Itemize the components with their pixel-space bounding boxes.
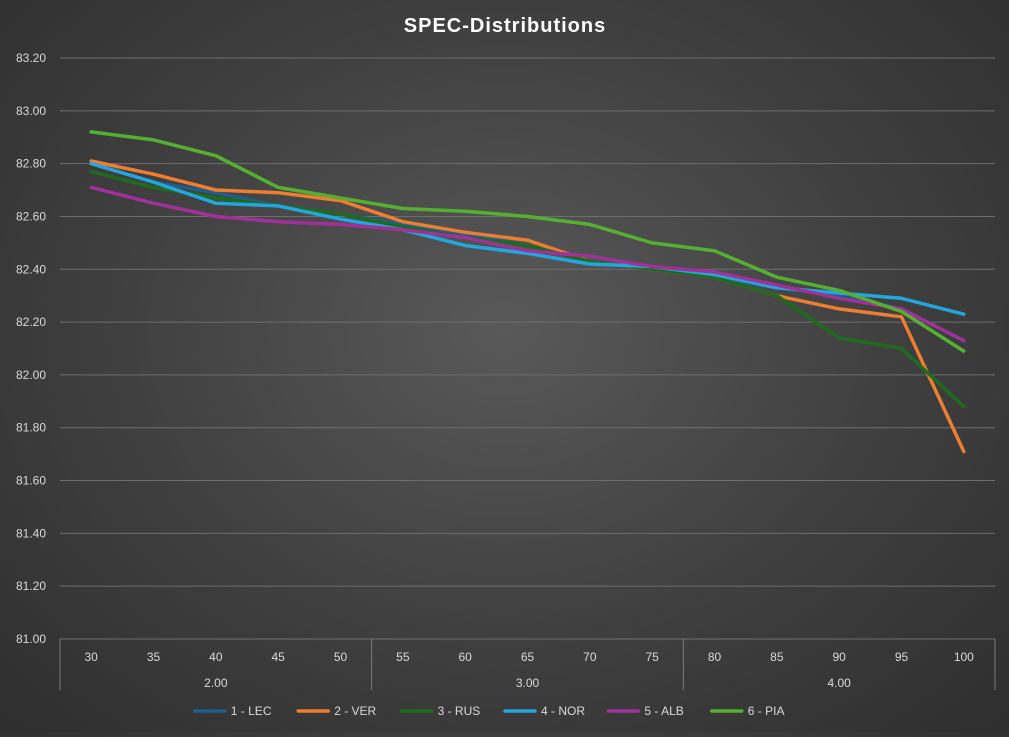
x-tick-label: 60 xyxy=(458,650,472,664)
legend-entry: 2 - VER xyxy=(334,704,376,718)
group-label: 3.00 xyxy=(516,676,540,690)
legend-entry: 1 - LEC xyxy=(231,704,272,718)
legend-entry: 3 - RUS xyxy=(438,704,481,718)
legend-entry: 4 - NOR xyxy=(541,704,585,718)
series-line xyxy=(89,169,966,409)
series-lines xyxy=(89,130,966,454)
x-tick-label: 75 xyxy=(645,650,659,664)
y-tick-label: 83.00 xyxy=(16,104,46,118)
x-tick-label: 35 xyxy=(147,650,161,664)
x-tick-label: 30 xyxy=(84,650,98,664)
chart-title: SPEC-Distributions xyxy=(404,15,606,37)
y-tick-label: 82.00 xyxy=(16,368,46,382)
series-line xyxy=(89,185,966,343)
x-tick-label: 95 xyxy=(895,650,909,664)
y-tick-label: 82.80 xyxy=(16,157,46,171)
y-tick-label: 82.40 xyxy=(16,262,46,276)
x-tick-label: 70 xyxy=(583,650,597,664)
legend-entry: 5 - ALB xyxy=(644,704,683,718)
y-tick-label: 81.00 xyxy=(16,632,46,646)
legend-entry: 6 - PIA xyxy=(748,704,785,718)
x-tick-label: 40 xyxy=(209,650,223,664)
x-tick-label: 55 xyxy=(396,650,410,664)
x-tick-label: 90 xyxy=(832,650,846,664)
group-label: 2.00 xyxy=(204,676,228,690)
group-label: 4.00 xyxy=(827,676,851,690)
series-line xyxy=(89,159,966,454)
series-line xyxy=(89,130,966,353)
gridlines xyxy=(60,57,995,640)
series-line xyxy=(89,161,966,316)
x-tick-label: 65 xyxy=(521,650,535,664)
y-tick-label: 81.20 xyxy=(16,579,46,593)
x-tick-label: 50 xyxy=(334,650,348,664)
y-tick-label: 81.80 xyxy=(16,421,46,435)
y-tick-label: 82.60 xyxy=(16,209,46,223)
y-tick-label: 82.20 xyxy=(16,315,46,329)
x-tick-label: 100 xyxy=(954,650,974,664)
y-tick-label: 81.40 xyxy=(16,526,46,540)
legend: 1 - LEC 2 - VER 3 - RUS 4 - NOR 5 - ALB 6 - P… xyxy=(193,704,785,718)
y-tick-label: 81.60 xyxy=(16,474,46,488)
x-tick-label: 80 xyxy=(708,650,722,664)
y-tick-label: 83.20 xyxy=(16,51,46,65)
x-tick-label: 85 xyxy=(770,650,784,664)
x-tick-label: 45 xyxy=(271,650,285,664)
axes: 83.20 83.00 82.80 82.60 82.40 82.20 82.00 81.80… xyxy=(16,51,996,690)
